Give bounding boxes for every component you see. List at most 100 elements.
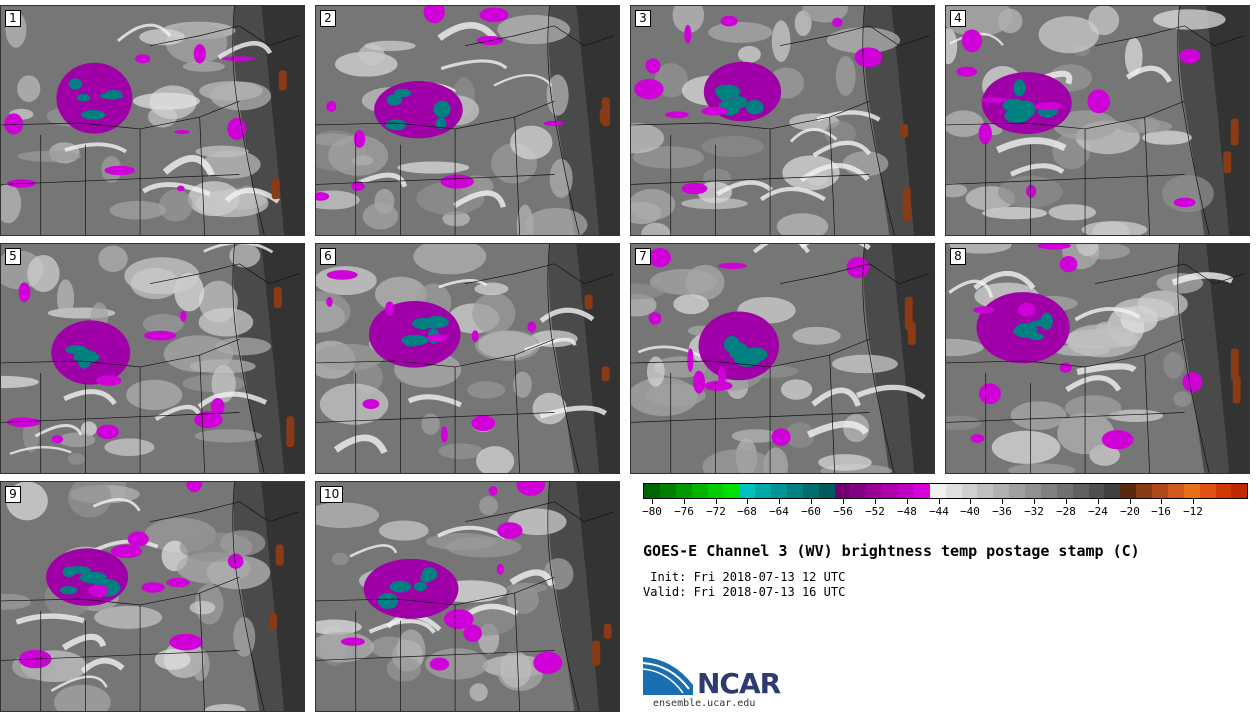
colorbar-swatch [850, 484, 867, 498]
colorbar-swatch [1120, 484, 1137, 498]
colorbar-tick [875, 499, 876, 504]
colorbar-tick-label: −32 [1024, 505, 1044, 518]
colorbar-swatch [691, 484, 708, 498]
colorbar-tick-label: −20 [1120, 505, 1140, 518]
colorbar-tick [843, 499, 844, 504]
colorbar-swatch [945, 484, 962, 498]
colorbar-swatch [929, 484, 946, 498]
colorbar-swatch [1040, 484, 1057, 498]
colorbar-swatch [818, 484, 835, 498]
stamp-panel-10: 10 [315, 481, 620, 712]
map-2 [316, 6, 619, 235]
map-1 [1, 6, 304, 235]
init-time: Init: Fri 2018-07-13 12 UTC [643, 570, 846, 584]
colorbar-tick [1002, 499, 1003, 504]
colorbar-swatch [834, 484, 851, 498]
panel-label: 9 [5, 486, 21, 503]
colorbar-swatch [1136, 484, 1152, 498]
map-10 [316, 482, 619, 711]
colorbar-swatch [771, 484, 787, 498]
colorbar-tick-label: −64 [769, 505, 789, 518]
colorbar-swatch [707, 484, 724, 498]
panel-label: 2 [320, 10, 336, 27]
colorbar-swatch [977, 484, 994, 498]
colorbar-swatch [913, 484, 930, 498]
colorbar-tick-label: −76 [674, 505, 694, 518]
colorbar-tick [779, 499, 780, 504]
colorbar-tick-label: −28 [1056, 505, 1076, 518]
colorbar-swatch [993, 484, 1010, 498]
colorbar-swatch [755, 484, 771, 498]
panel-label: 3 [635, 10, 651, 27]
map-4 [946, 6, 1249, 235]
figure-title: GOES-E Channel 3 (WV) brightness temp po… [643, 542, 1140, 560]
colorbar-swatch [786, 484, 803, 498]
colorbar-swatch [1231, 484, 1248, 498]
colorbar-tick [1066, 499, 1067, 504]
map-9 [1, 482, 304, 711]
colorbar-tick [907, 499, 908, 504]
colorbar-tick-label: −12 [1183, 505, 1203, 518]
map-3 [631, 6, 934, 235]
panel-label: 8 [950, 248, 966, 265]
map-8 [946, 244, 1249, 473]
colorbar-swatch [1056, 484, 1073, 498]
colorbar-tick [970, 499, 971, 504]
ncar-url: ensemble.ucar.edu [653, 698, 756, 709]
stamp-panel-2: 2 [315, 5, 620, 236]
stamp-panel-6: 6 [315, 243, 620, 474]
panel-label: 4 [950, 10, 966, 27]
stamp-panel-8: 8 [945, 243, 1250, 474]
stamp-panel-1: 1 [0, 5, 305, 236]
colorbar-tick-label: −40 [960, 505, 980, 518]
colorbar-tick [811, 499, 812, 504]
colorbar-swatch [1152, 484, 1168, 498]
colorbar-swatch [882, 484, 898, 498]
colorbar-swatch [739, 484, 756, 498]
colorbar-swatch [1009, 484, 1025, 498]
colorbar-tick-label: −60 [801, 505, 821, 518]
colorbar-tick-label: −68 [737, 505, 757, 518]
stamp-panel-5: 5 [0, 243, 305, 474]
colorbar-swatch [802, 484, 819, 498]
stamp-panel-9: 9 [0, 481, 305, 712]
ncar-logo [643, 657, 693, 695]
valid-time: Valid: Fri 2018-07-13 16 UTC [643, 585, 846, 599]
colorbar-tick [1193, 499, 1194, 504]
colorbar-swatch [659, 484, 676, 498]
colorbar-tick [1130, 499, 1131, 504]
stamp-panel-3: 3 [630, 5, 935, 236]
colorbar-tick-label: −44 [929, 505, 949, 518]
colorbar-swatch [644, 484, 660, 498]
colorbar-tick [1098, 499, 1099, 504]
colorbar-swatch [1025, 484, 1041, 498]
map-6 [316, 244, 619, 473]
colorbar-tick [684, 499, 685, 504]
colorbar-swatch [1183, 484, 1200, 498]
colorbar-swatch [1167, 484, 1184, 498]
colorbar-tick-label: −52 [865, 505, 885, 518]
colorbar-swatch [1088, 484, 1105, 498]
map-7 [631, 244, 934, 473]
colorbar-tick [939, 499, 940, 504]
colorbar-tick-label: −72 [706, 505, 726, 518]
colorbar-swatch [961, 484, 978, 498]
panel-label: 5 [5, 248, 21, 265]
colorbar-tick-label: −56 [833, 505, 853, 518]
ncar-wordmark: NCAR [697, 667, 781, 700]
colorbar-tick [1034, 499, 1035, 504]
colorbar-swatch [723, 484, 740, 498]
panel-label: 1 [5, 10, 21, 27]
panel-label: 7 [635, 248, 651, 265]
colorbar-tick [747, 499, 748, 504]
colorbar-tick-label: −36 [992, 505, 1012, 518]
panel-label: 10 [320, 486, 344, 503]
colorbar-tick-label: −48 [897, 505, 917, 518]
colorbar-swatch [898, 484, 914, 498]
stamp-panel-7: 7 [630, 243, 935, 474]
colorbar-tick [652, 499, 653, 504]
colorbar-swatch [675, 484, 692, 498]
stamp-panel-4: 4 [945, 5, 1250, 236]
colorbar-swatch [1104, 484, 1121, 498]
colorbar-swatch [1199, 484, 1216, 498]
